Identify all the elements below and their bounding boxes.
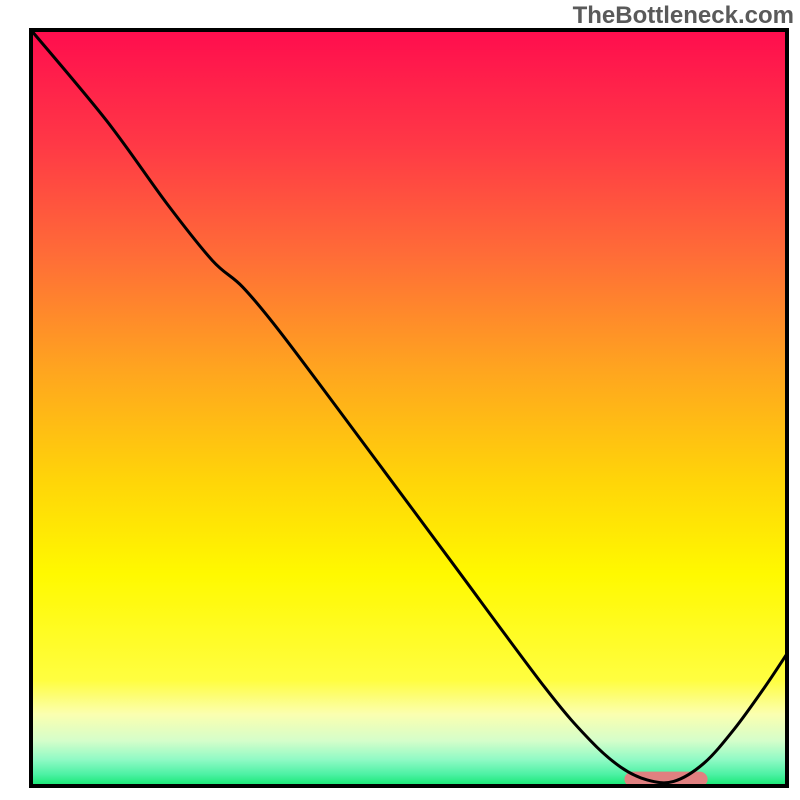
chart-container: TheBottleneck.com	[0, 0, 800, 800]
bottleneck-chart	[0, 0, 800, 800]
plot-background	[31, 30, 787, 786]
watermark-text: TheBottleneck.com	[573, 2, 794, 30]
